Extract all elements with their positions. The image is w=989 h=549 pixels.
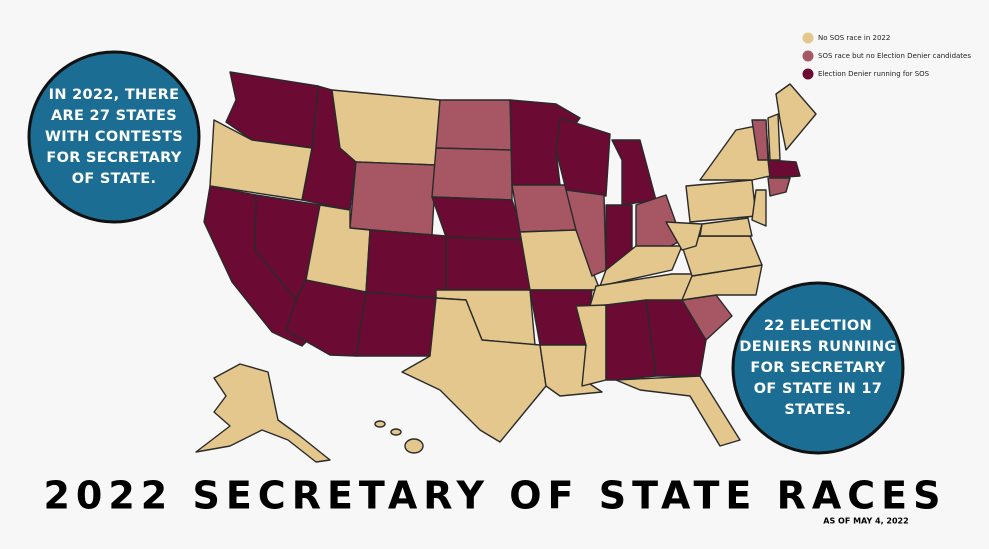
state xyxy=(767,177,791,197)
subtitle: AS OF MAY 4, 2022 xyxy=(823,517,908,526)
title: 2022 SECRETARY OF STATE RACES xyxy=(43,474,946,518)
state xyxy=(431,147,513,201)
state xyxy=(605,299,657,381)
state xyxy=(751,189,767,227)
state xyxy=(615,375,741,447)
callout-line: FOR SECRETARY xyxy=(46,150,181,166)
state xyxy=(435,99,513,151)
callout-line: WITH CONTESTS xyxy=(45,129,183,145)
callout-line: IN 2022, THERE xyxy=(49,87,180,103)
callout-circle xyxy=(27,50,201,224)
us-map xyxy=(195,71,817,463)
legend-swatch xyxy=(802,68,814,80)
island xyxy=(390,428,402,436)
state xyxy=(599,245,683,287)
legend-label: SOS race but no Election Denier candidat… xyxy=(818,52,971,60)
state xyxy=(685,179,757,223)
state xyxy=(431,196,527,241)
legend-swatch xyxy=(802,50,814,62)
left-callout: IN 2022, THERE ARE 27 STATES WITH CONTESTS… xyxy=(27,50,201,224)
state xyxy=(365,229,447,301)
state xyxy=(611,139,657,206)
state xyxy=(355,291,437,357)
state xyxy=(331,89,441,166)
island xyxy=(374,420,386,428)
state xyxy=(195,363,331,463)
state xyxy=(575,304,607,387)
callout-line: OF STATE. xyxy=(72,171,157,187)
callout-line: ARE 27 STATES xyxy=(51,108,177,124)
state xyxy=(401,297,547,443)
legend-label: No SOS race in 2022 xyxy=(818,34,890,42)
callout-line: STATES. xyxy=(784,402,851,418)
state xyxy=(767,159,801,179)
state xyxy=(665,221,703,251)
state xyxy=(767,113,781,161)
state xyxy=(565,189,607,277)
callout-line: 22 ELECTION xyxy=(764,318,872,334)
island xyxy=(404,438,424,454)
state xyxy=(445,236,531,291)
legend-label: Election Denier running for SOS xyxy=(818,70,930,78)
legend: No SOS race in 2022 SOS race but no Elect… xyxy=(802,32,971,80)
state xyxy=(645,299,707,377)
state xyxy=(775,83,817,151)
callout-line: DENIERS RUNNING xyxy=(739,339,896,355)
state xyxy=(699,217,753,237)
right-callout: 22 ELECTION DENIERS RUNNING FOR SECRETARY O… xyxy=(731,281,905,455)
callout-line: OF STATE IN 17 xyxy=(754,381,882,397)
callout-line: FOR SECRETARY xyxy=(750,360,885,376)
state xyxy=(349,161,437,236)
callout-circle xyxy=(731,281,905,455)
legend-swatch xyxy=(802,32,814,44)
